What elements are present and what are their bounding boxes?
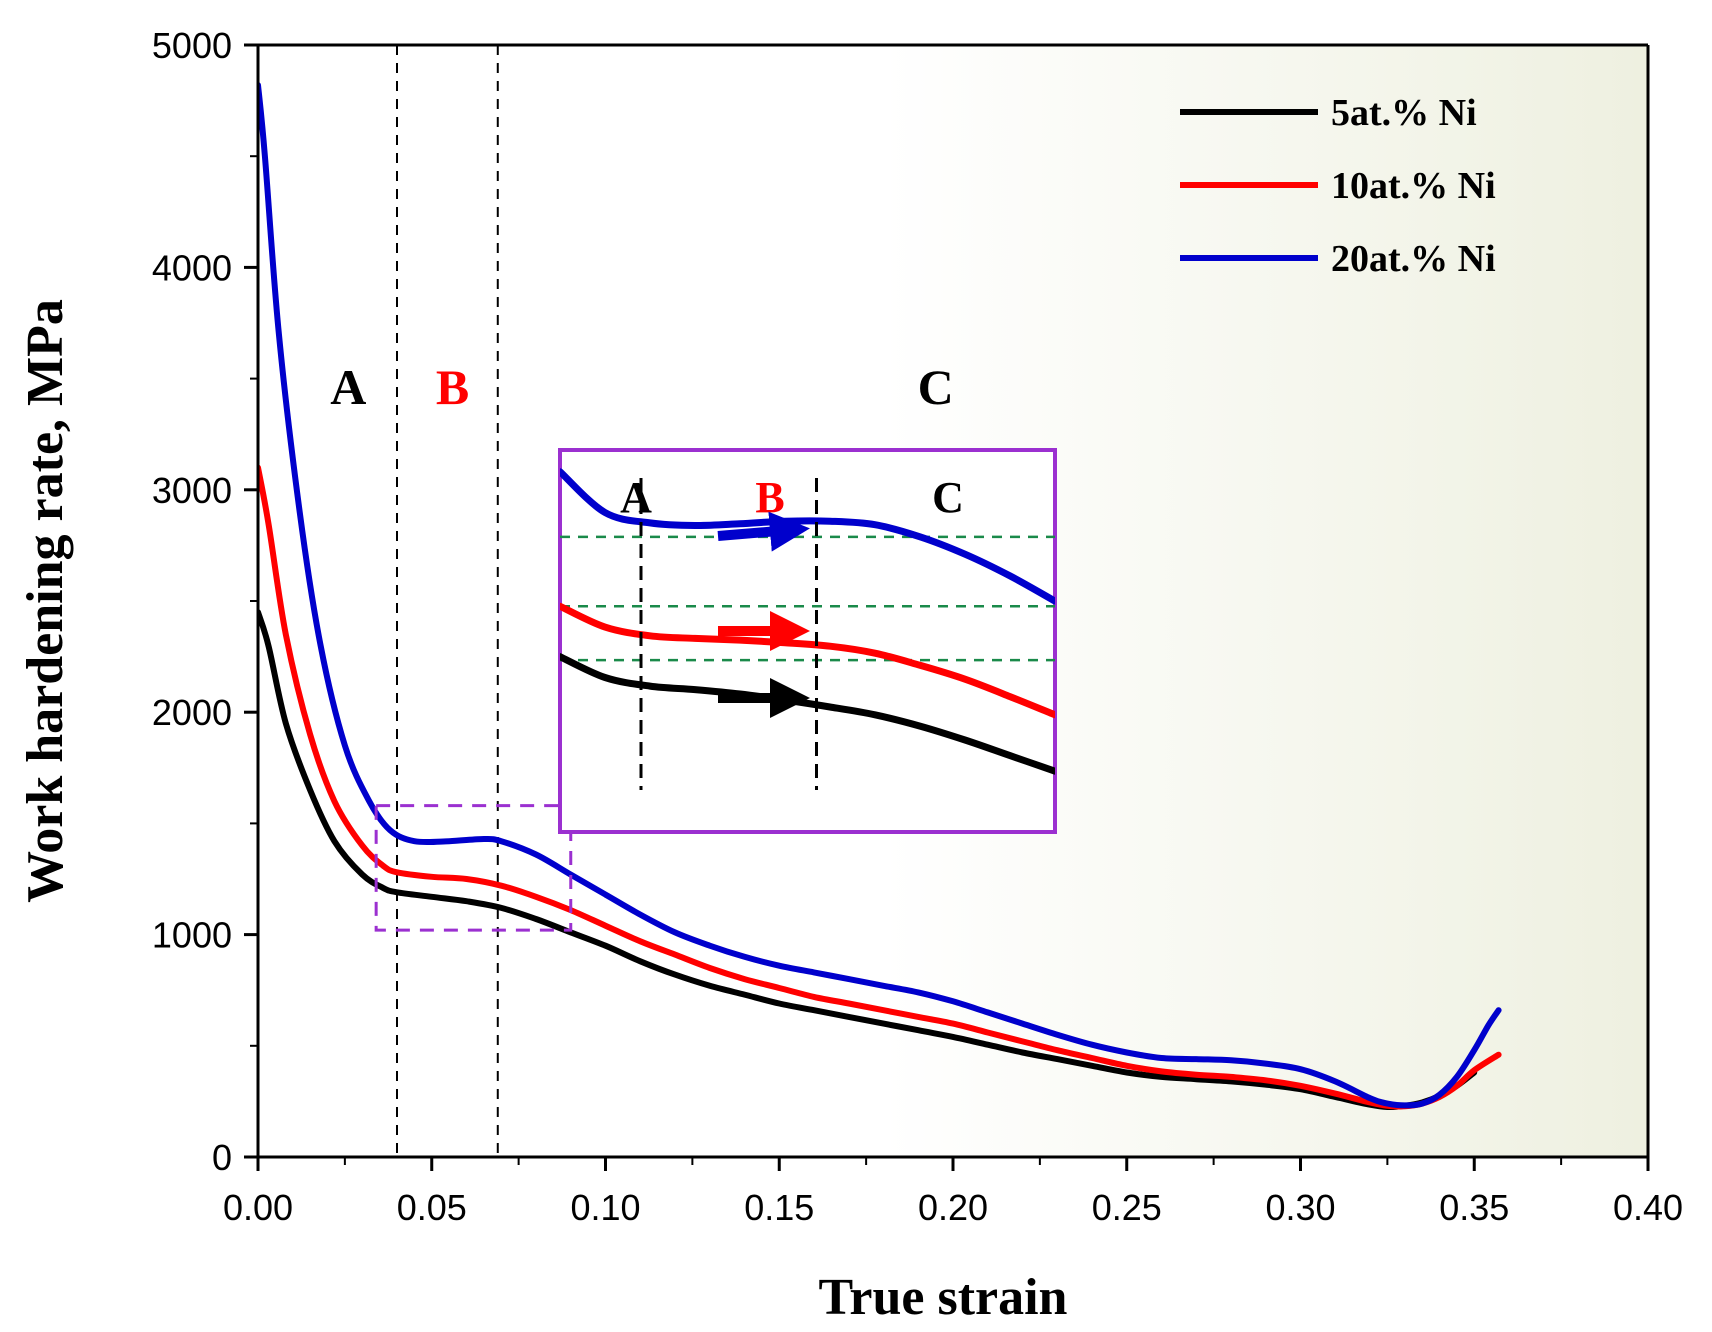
x-axis-ticks: 0.00 0.05 0.10 0.15 0.20 0.25 0.30 0.35 0.40 [223, 1157, 1683, 1228]
series-line-3 [258, 82, 1502, 1109]
region-label-a: A [330, 359, 366, 415]
inset-region-label-b: B [755, 473, 784, 522]
y-tick-label: 5000 [152, 25, 232, 66]
x-tick-label: 0.30 [1265, 1187, 1335, 1228]
inset-arrow-1 [717, 511, 810, 552]
x-axis-title: True strain [819, 1269, 1068, 1326]
x-tick-label: 0.25 [1092, 1187, 1162, 1228]
x-tick-label: 0.00 [223, 1187, 293, 1228]
y-axis-ticks: 0 1000 2000 3000 4000 5000 [152, 25, 258, 1178]
region-label-b: B [436, 359, 469, 415]
region-labels: A B C [330, 359, 953, 415]
x-tick-label: 0.05 [397, 1187, 467, 1228]
series-line-2 [258, 464, 1502, 1110]
y-tick-label: 2000 [152, 692, 232, 733]
x-tick-label: 0.10 [570, 1187, 640, 1228]
y-tick-label: 1000 [152, 915, 232, 956]
x-tick-label: 0.20 [918, 1187, 988, 1228]
legend-label-2: 10at.% Ni [1331, 165, 1496, 207]
series-line-1 [258, 609, 1478, 1111]
zoom-region-box [374, 804, 573, 932]
y-tick-label: 3000 [152, 470, 232, 511]
y-tick-label: 0 [212, 1137, 232, 1178]
zoom-box [374, 804, 573, 932]
y-axis-title: Work hardening rate, MPa [17, 299, 74, 903]
legend-label-1: 5at.% Ni [1331, 92, 1477, 134]
y-tick-label: 4000 [152, 247, 232, 288]
legend: 5at.% Ni 10at.% Ni 20at.% Ni [1180, 92, 1496, 280]
inset-region-label-c: C [932, 473, 964, 522]
legend-label-3: 20at.% Ni [1331, 238, 1496, 280]
region-label-c: C [918, 359, 954, 415]
x-tick-label: 0.40 [1613, 1187, 1683, 1228]
series-lines [258, 82, 1502, 1111]
inset-region-label-a: A [620, 473, 652, 522]
x-tick-label: 0.15 [744, 1187, 814, 1228]
x-tick-label: 0.35 [1439, 1187, 1509, 1228]
inset-zoom-panel: A B C [558, 448, 1057, 834]
region-boundaries [396, 45, 499, 1157]
